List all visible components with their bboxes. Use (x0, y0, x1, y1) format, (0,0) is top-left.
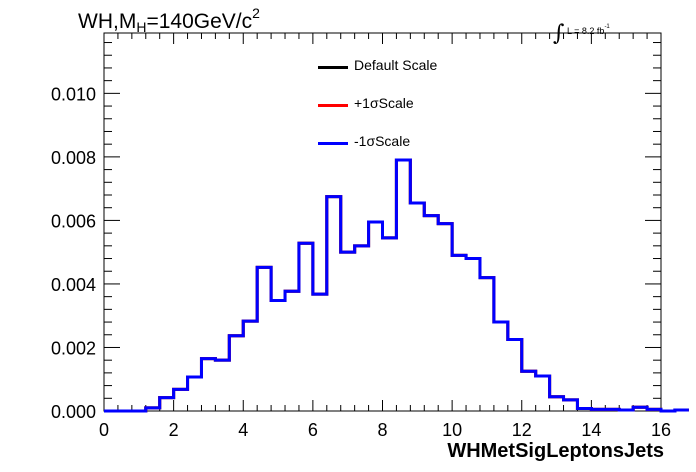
legend-item-default: Default Scale (318, 57, 478, 95)
y-tick-label: 0.010 (51, 84, 96, 104)
legend-label-default: Default Scale (354, 57, 438, 73)
y-tick-label: 0.006 (51, 211, 96, 231)
x-tick-label: 0 (99, 420, 109, 440)
x-tick-label: 2 (169, 420, 179, 440)
series-2-histogram (104, 158, 689, 413)
x-tick-label: 12 (512, 420, 532, 440)
luminosity-label: ∫ L = 8.2 fb-1 (553, 21, 610, 46)
axis-tick-labels: 0 2 4 6 8 10 12 14 16 0.000 0.002 0.004 0.006 0.008 0.… (51, 84, 671, 440)
y-tick-label: 0.000 (51, 402, 96, 422)
legend: Default Scale +1σScale -1σScale (318, 57, 478, 171)
x-axis-label: WHMetSigLeptonsJets (447, 440, 664, 462)
legend-swatch-default (318, 66, 348, 69)
legend-label-minus: -1σScale (354, 133, 411, 149)
histogram-series (104, 158, 689, 413)
x-tick-label: 14 (581, 420, 601, 440)
legend-swatch-plus (318, 104, 348, 107)
legend-item-plus: +1σScale (318, 95, 478, 133)
y-tick-label: 0.004 (51, 275, 96, 295)
x-tick-label: 16 (651, 420, 671, 440)
y-tick-label: 0.002 (51, 338, 96, 358)
legend-swatch-minus (318, 142, 348, 145)
x-tick-label: 6 (308, 420, 318, 440)
y-tick-label: 0.008 (51, 148, 96, 168)
x-tick-label: 8 (377, 420, 387, 440)
x-tick-label: 4 (238, 420, 248, 440)
integral-symbol: ∫ (553, 21, 565, 46)
legend-label-plus: +1σScale (354, 95, 414, 111)
chart-title: WH,MH=140GeV/c2 (78, 5, 260, 35)
legend-item-minus: -1σScale (318, 133, 478, 171)
x-tick-label: 10 (442, 420, 462, 440)
